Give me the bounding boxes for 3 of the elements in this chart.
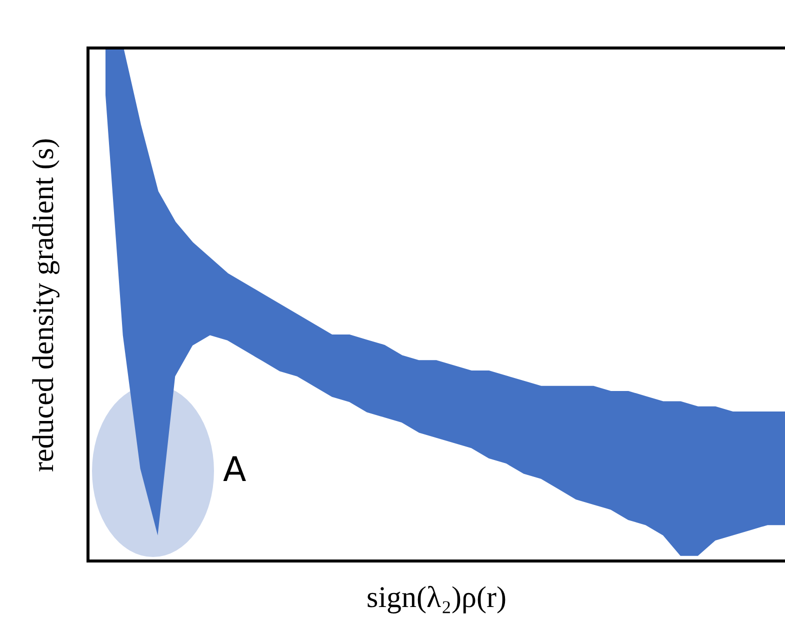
annotation: A [223,450,246,490]
y-axis-title: reduced density gradient (s) [27,138,61,472]
x-axis-title: sign(λ₂)ρ(r) [366,580,506,614]
